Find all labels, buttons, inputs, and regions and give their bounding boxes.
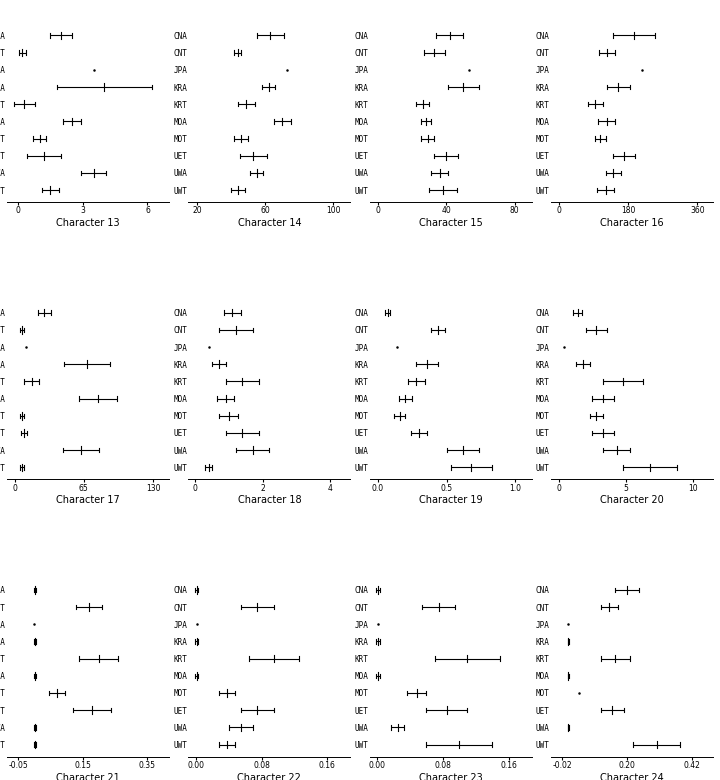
X-axis label: Character 21: Character 21 (56, 772, 120, 780)
X-axis label: Character 16: Character 16 (600, 218, 664, 229)
X-axis label: Character 17: Character 17 (56, 495, 120, 505)
X-axis label: Character 24: Character 24 (600, 772, 664, 780)
X-axis label: Character 18: Character 18 (238, 495, 301, 505)
X-axis label: Character 13: Character 13 (56, 218, 120, 229)
X-axis label: Character 23: Character 23 (419, 772, 482, 780)
X-axis label: Character 15: Character 15 (419, 218, 482, 229)
X-axis label: Character 22: Character 22 (238, 772, 301, 780)
X-axis label: Character 20: Character 20 (600, 495, 664, 505)
X-axis label: Character 19: Character 19 (419, 495, 482, 505)
X-axis label: Character 14: Character 14 (238, 218, 301, 229)
